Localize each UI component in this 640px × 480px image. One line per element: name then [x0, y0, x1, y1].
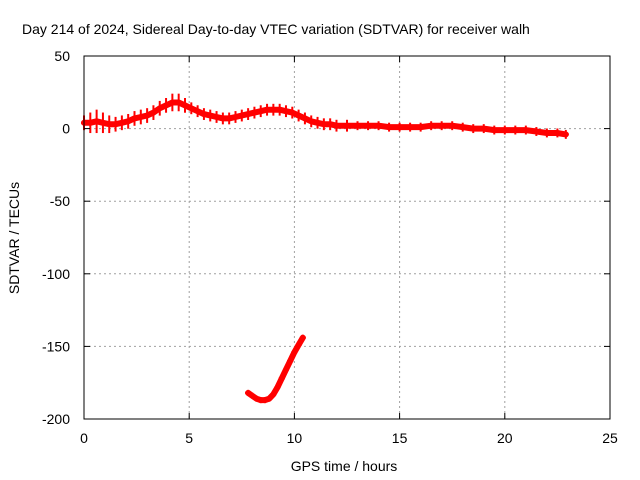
data-series — [81, 93, 569, 404]
y-tick-label: -200 — [42, 411, 70, 427]
y-tick-label: 50 — [54, 48, 70, 64]
x-tick-label: 10 — [287, 430, 303, 446]
axis-ticks — [83, 55, 611, 420]
series-outlier-arc — [245, 334, 306, 404]
x-tick-label: 20 — [497, 430, 513, 446]
y-axis-label: SDTVAR / TECUs — [6, 182, 22, 294]
y-tick-label: 0 — [62, 121, 70, 137]
y-tick-label: -100 — [42, 266, 70, 282]
x-axis-label: GPS time / hours — [291, 458, 398, 474]
y-tick-label: -50 — [50, 193, 70, 209]
x-tick-label: 15 — [392, 430, 408, 446]
chart-title: Day 214 of 2024, Sidereal Day-to-day VTE… — [22, 21, 530, 37]
y-tick-label: -150 — [42, 338, 70, 354]
tick-labels: 0 5 10 15 20 25 -200 -150 -100 -50 0 50 — [42, 48, 618, 446]
grid-lines — [84, 56, 610, 419]
x-tick-label: 5 — [185, 430, 193, 446]
series-band — [245, 334, 306, 404]
x-tick-label: 0 — [80, 430, 88, 446]
series-main — [81, 93, 569, 139]
x-tick-label: 25 — [602, 430, 618, 446]
plot-frame — [83, 55, 611, 420]
